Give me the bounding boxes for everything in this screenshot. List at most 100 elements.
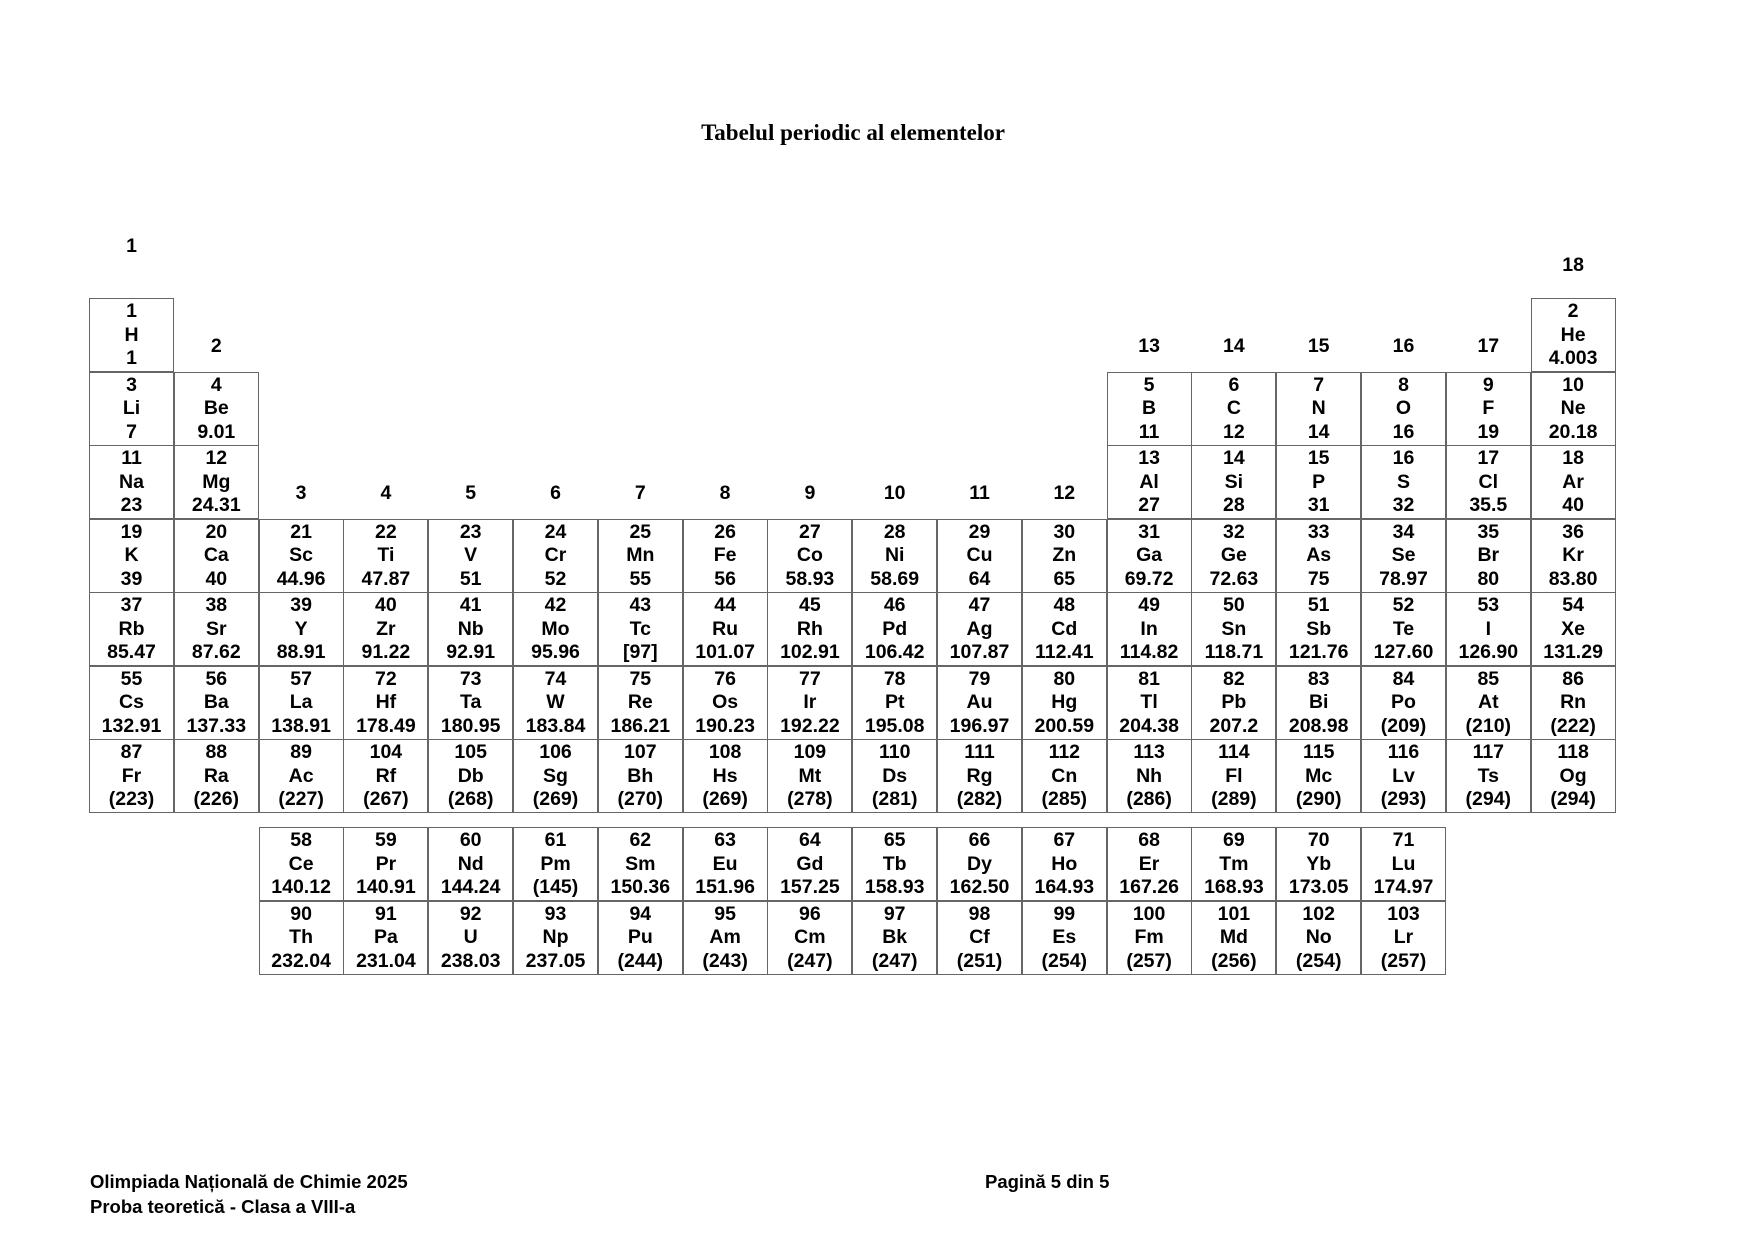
atomic-number: 107 [624,741,657,763]
atomic-number: 48 [1053,594,1076,616]
atomic-mass: 157.25 [780,876,840,898]
element-cell-Lu: 71 Lu 174.97 [1361,827,1446,901]
atomic-number: 84 [1392,667,1415,690]
atomic-number: 102 [1302,902,1335,925]
atomic-number: 92 [459,902,482,925]
element-cell-Ca: 20 Ca 40 [173,518,259,593]
atomic-number: 67 [1053,829,1076,851]
atomic-number: 40 [375,594,397,616]
atomic-number: 93 [544,902,567,925]
atomic-mass: 127.60 [1373,641,1434,663]
group-label-15: 15 [1307,335,1330,357]
atomic-mass: (247) [871,949,918,972]
atomic-number: 51 [1307,594,1330,616]
group-label-13: 13 [1138,335,1160,357]
element-cell-Np: 93 Np 237.05 [513,900,598,975]
atomic-number: 10 [1562,373,1584,396]
atomic-mass: (145) [532,876,579,898]
element-symbol: Ir [803,691,817,713]
element-cell-Mg: 12 Mg 24.31 [173,445,259,519]
element-symbol: S [1396,470,1410,493]
atomic-number: 52 [1392,594,1415,616]
atomic-mass: 12 [1223,420,1245,443]
atomic-mass: 47.87 [361,567,411,590]
atomic-mass: 173.05 [1288,876,1349,898]
atomic-number: 64 [799,829,821,851]
element-symbol: Be [203,397,229,419]
atomic-number: 53 [1477,594,1500,616]
atomic-number: 25 [629,520,652,543]
atomic-mass: 102.91 [780,641,840,663]
atomic-mass: (290) [1295,788,1342,810]
atomic-number: 20 [205,520,228,543]
element-symbol: Pm [540,852,571,875]
element-symbol: Bk [882,926,908,948]
element-cell-Ac: 89 Ac (227) [258,739,344,813]
atomic-mass: (270) [617,788,664,810]
element-cell-N: 7 N 14 [1276,371,1362,446]
atomic-mass: 180.95 [440,714,501,737]
atomic-number: 17 [1477,447,1500,469]
element-cell-Tl: 81 Tl 204.38 [1106,665,1192,740]
atomic-number: 6 [1228,373,1240,396]
atomic-mass: (268) [447,788,494,810]
element-symbol: Hs [712,764,738,787]
atomic-number: 44 [714,594,736,616]
atomic-mass: 140.91 [356,876,416,898]
atomic-mass: 167.26 [1119,876,1179,898]
group-label-12: 12 [1053,482,1076,504]
atomic-mass: (294) [1550,788,1596,810]
element-symbol: Os [712,691,739,713]
atomic-mass: 231.04 [356,949,416,972]
atomic-number: 45 [799,594,821,616]
atomic-mass: 1 [126,347,137,369]
atomic-number: 61 [544,829,567,851]
element-cell-Pa: 91 Pa 231.04 [343,900,429,975]
element-cell-Re: 75 Re 186.21 [597,665,683,740]
element-symbol: Fm [1134,926,1164,948]
element-cell-Gd: 64 Gd 157.25 [767,827,853,901]
atomic-number: 18 [1562,447,1584,469]
group-label-14: 14 [1223,335,1245,357]
element-cell-Nb: 41 Nb 92.91 [428,592,514,666]
element-cell-Ir: 77 Ir 192.22 [767,665,853,740]
atomic-number: 116 [1387,741,1420,763]
atomic-number: 1 [126,300,137,322]
atomic-mass: (257) [1126,949,1172,972]
atomic-number: 33 [1307,520,1330,543]
atomic-mass: 118.71 [1204,641,1264,663]
element-cell-Ce: 58 Ce 140.12 [258,827,344,901]
element-cell-Bh: 107 Bh (270) [597,739,683,813]
element-cell-Fe: 26 Fe 56 [682,518,768,593]
element-symbol: Ge [1220,544,1247,566]
atomic-number: 49 [1138,594,1160,616]
atomic-number: 110 [878,741,911,763]
atomic-number: 71 [1392,829,1415,851]
atomic-number: 36 [1562,520,1584,543]
atomic-mass: 126.90 [1458,641,1519,663]
group-label-18: 18 [1562,254,1584,276]
element-cell-Tb: 65 Tb 158.93 [852,827,938,901]
atomic-mass: (226) [193,788,240,810]
element-symbol: W [546,691,565,713]
element-cell-P: 15 P 31 [1276,445,1362,519]
atomic-mass: (289) [1211,788,1257,810]
group-label-2: 2 [210,335,222,357]
atomic-mass: 11 [1138,420,1160,443]
element-symbol: O [1395,397,1412,419]
atomic-mass: 183.84 [525,714,586,737]
atomic-number: 112 [1048,741,1081,763]
atomic-number: 68 [1138,829,1160,851]
element-symbol: Th [289,926,313,948]
atomic-mass: 58.93 [785,567,835,590]
element-cell-Ra: 88 Ra (226) [173,739,259,813]
element-symbol: Ho [1051,852,1078,875]
element-symbol: Cl [1478,470,1499,493]
atomic-number: 108 [708,741,742,763]
element-symbol: Ce [288,852,314,875]
atomic-number: 79 [968,667,991,690]
atomic-mass: 101.07 [695,641,755,663]
element-cell-Cf: 98 Cf (251) [937,900,1022,975]
atomic-number: 35 [1477,520,1500,543]
atomic-mass: 232.04 [271,949,331,972]
